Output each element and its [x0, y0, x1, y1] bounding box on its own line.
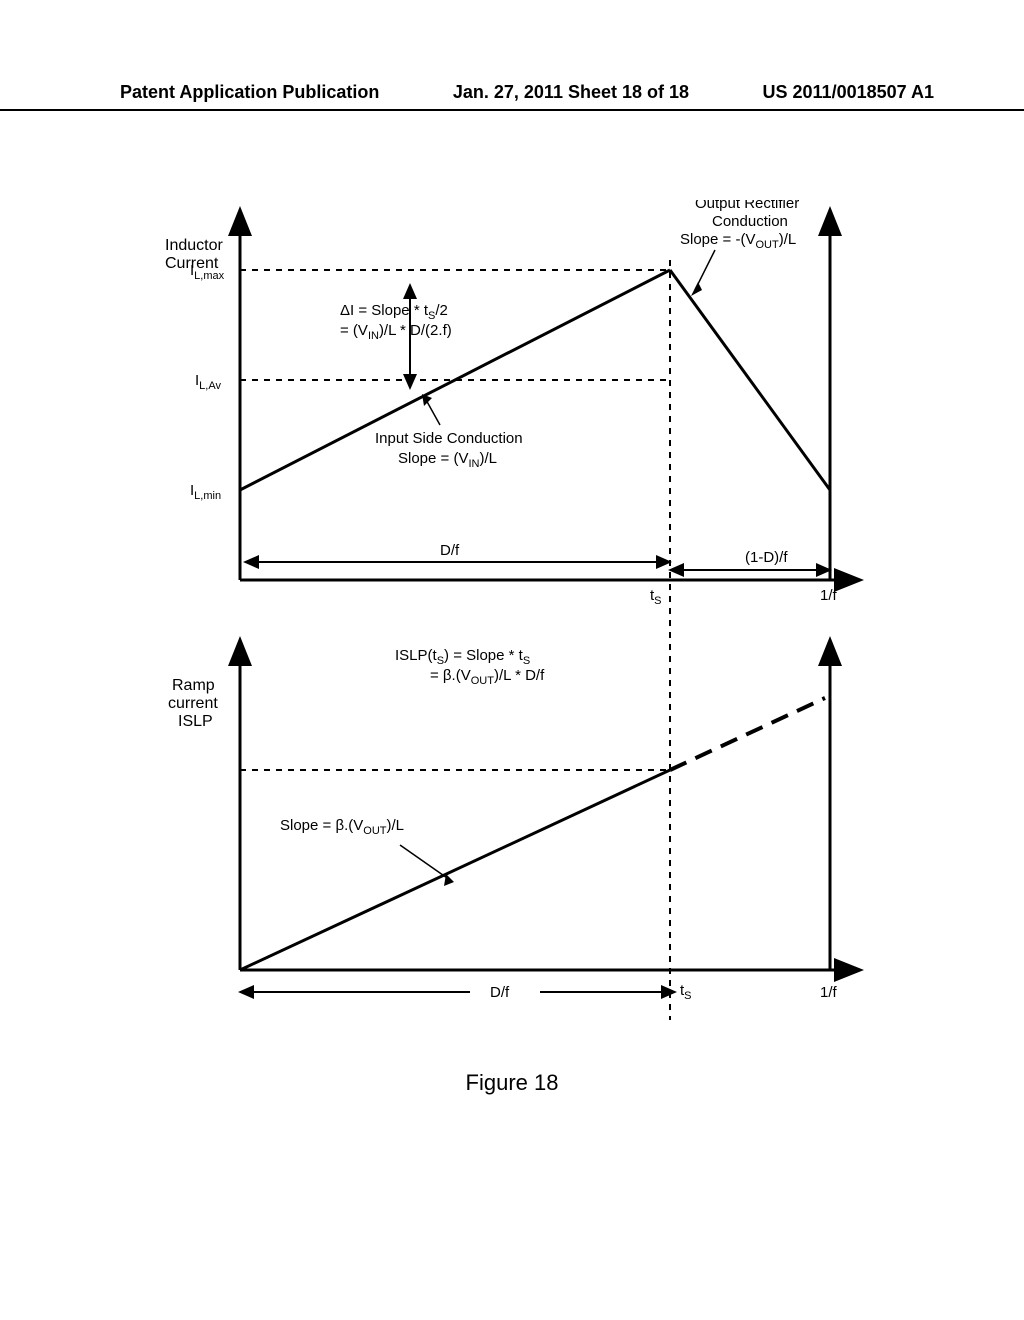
top-falling-line	[670, 270, 830, 490]
top-ts-label: tS	[650, 587, 662, 607]
bot-onef-label: 1/f	[820, 984, 838, 1001]
bot-df-label: D/f	[490, 984, 510, 1001]
ramp-dashed	[670, 698, 825, 770]
ramp-solid	[240, 770, 670, 970]
figure-caption: Figure 18	[0, 1070, 1024, 1096]
ramp-slope-label: Slope = β.(VOUT)/L	[280, 817, 404, 837]
top-ylabel: InductorCurrent	[165, 237, 223, 272]
top-onef-label: 1/f	[820, 587, 838, 604]
tick-ilmin: IL,min	[190, 482, 221, 502]
header-left: Patent Application Publication	[120, 82, 379, 103]
header-mid: Jan. 27, 2011 Sheet 18 of 18	[453, 82, 689, 103]
outrect-arrowhead	[691, 282, 702, 296]
delta-i-label: ΔI = Slope * tS/2 = (VIN)/L * D/(2.f)	[340, 302, 452, 342]
top-ylabel-text: InductorCurrent	[165, 237, 223, 272]
figure-svg: InductorCurrent IL,max IL,Av IL,min ΔI =…	[140, 200, 890, 1030]
page-header: Patent Application Publication Jan. 27, …	[0, 82, 1024, 111]
bot-ylabel: Ramp current ISLP	[168, 677, 222, 730]
ramp-slope-pointer	[400, 845, 450, 880]
onemdf-label: (1-D)/f	[745, 549, 788, 566]
bot-ts-label: tS	[680, 982, 692, 1002]
inputside-label: Input Side Conduction Slope = (VIN)/L	[375, 430, 527, 470]
tick-ilav: IL,Av	[195, 372, 221, 392]
outrect-label: Output Rectifier Conduction Slope = -(VO…	[680, 200, 803, 251]
figure-18: InductorCurrent IL,max IL,Av IL,min ΔI =…	[140, 200, 890, 1100]
header-right: US 2011/0018507 A1	[763, 82, 934, 103]
df-label: D/f	[440, 542, 460, 559]
islp-formula: ISLP(tS) = Slope * tS = β.(VOUT)/L * D/f	[395, 647, 545, 687]
